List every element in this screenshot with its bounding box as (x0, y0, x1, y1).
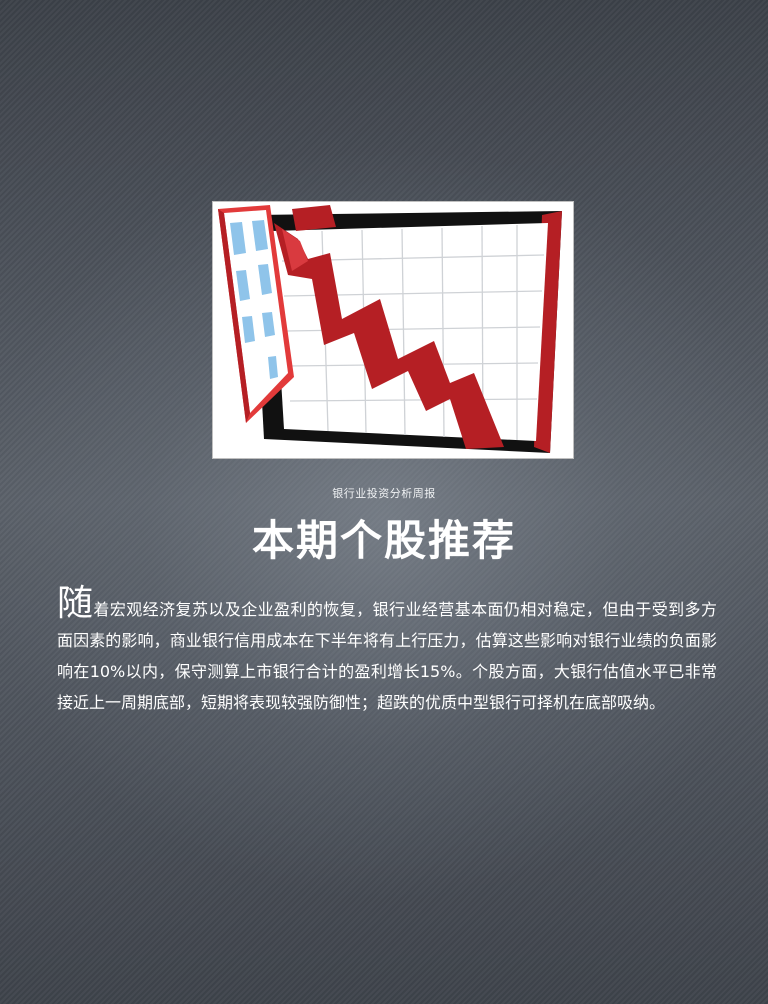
report-subtitle: 银行业投资分析周报 (332, 487, 436, 500)
falling-stock-chart-icon (212, 201, 574, 459)
body-paragraph: 随着宏观经济复苏以及企业盈利的恢复，银行业经营基本面仍相对稳定，但由于受到多方面… (57, 586, 717, 718)
body-text: 着宏观经济复苏以及企业盈利的恢复，银行业经营基本面仍相对稳定，但由于受到多方面因… (57, 600, 717, 712)
falling-stock-chart-illustration (212, 201, 574, 459)
page-title: 本期个股推荐 (251, 516, 516, 565)
drop-cap: 随 (57, 583, 94, 624)
